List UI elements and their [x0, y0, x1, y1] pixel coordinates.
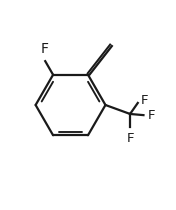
- Text: F: F: [126, 132, 134, 145]
- Text: F: F: [40, 42, 48, 56]
- Text: F: F: [140, 94, 148, 107]
- Text: F: F: [147, 109, 155, 122]
